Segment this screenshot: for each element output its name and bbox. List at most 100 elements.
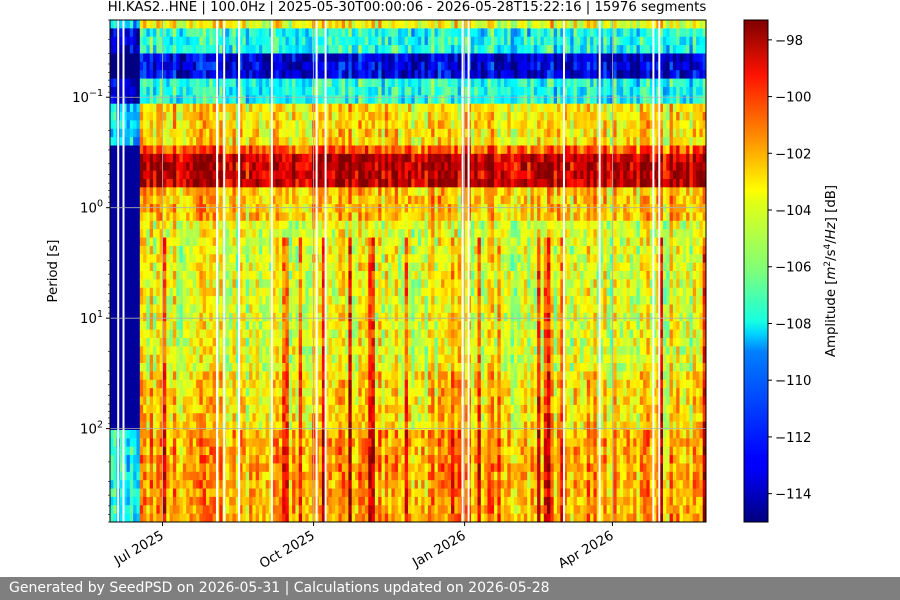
- heatmap-cell: [232, 455, 237, 464]
- heatmap-cell: [110, 70, 114, 79]
- heatmap-cell: [169, 296, 174, 305]
- heatmap-cell: [328, 496, 333, 506]
- heatmap-cell: [136, 178, 141, 188]
- heatmap-cell: [305, 463, 310, 473]
- heatmap-cell: [136, 112, 141, 121]
- heatmap-cell: [255, 112, 260, 121]
- heatmap-cell: [110, 204, 114, 213]
- heatmap-cell: [172, 162, 177, 171]
- heatmap-cell: [239, 346, 243, 356]
- heatmap-cell: [189, 153, 194, 163]
- heatmap-cell: [229, 463, 233, 473]
- heatmap-cell: [331, 170, 336, 180]
- heatmap-cell: [129, 170, 134, 180]
- heatmap-cell: [186, 137, 190, 146]
- heatmap-cell: [129, 488, 134, 498]
- heatmap-cell: [288, 446, 293, 456]
- heatmap-cell: [146, 346, 151, 356]
- heatmap-cell: [285, 103, 290, 113]
- heatmap-cell: [255, 254, 260, 264]
- heatmap-cell: [364, 513, 369, 522]
- heatmap-cell: [239, 371, 243, 381]
- heatmap-cell: [169, 463, 174, 473]
- heatmap-cell: [302, 312, 306, 322]
- heatmap-cell: [172, 421, 177, 431]
- heatmap-cell: [113, 112, 118, 121]
- heatmap-cell: [186, 480, 190, 489]
- heatmap-cell: [179, 396, 184, 406]
- heatmap-cell: [341, 70, 346, 79]
- heatmap-cell: [229, 371, 233, 381]
- heatmap-cell: [110, 95, 114, 105]
- heatmap-cell: [172, 36, 177, 46]
- heatmap-cell: [242, 438, 247, 448]
- heatmap-cell: [255, 279, 260, 289]
- heatmap-cell: [282, 103, 286, 113]
- heatmap-cell: [162, 112, 167, 121]
- heatmap-cell: [245, 312, 250, 322]
- heatmap-cell: [179, 463, 184, 473]
- heatmap-cell: [209, 128, 214, 138]
- heatmap-cell: [272, 103, 276, 113]
- heatmap-cell: [176, 304, 180, 314]
- heatmap-cell: [179, 95, 184, 105]
- heatmap-cell: [182, 396, 187, 406]
- heatmap-cell: [212, 195, 217, 205]
- heatmap-cell: [262, 212, 267, 222]
- heatmap-cell: [331, 178, 336, 188]
- heatmap-cell: [371, 329, 376, 339]
- heatmap-cell: [206, 396, 210, 406]
- heatmap-cell: [358, 287, 363, 297]
- heatmap-cell: [209, 287, 214, 297]
- heatmap-cell: [378, 61, 382, 71]
- heatmap-cell: [338, 379, 343, 389]
- heatmap-cell: [212, 245, 217, 255]
- heatmap-cell: [249, 312, 253, 322]
- heatmap-cell: [325, 195, 329, 205]
- heatmap-cell: [325, 471, 329, 481]
- heatmap-cell: [136, 220, 141, 230]
- heatmap-cell: [381, 195, 386, 205]
- heatmap-cell: [192, 337, 197, 347]
- heatmap-cell: [338, 354, 343, 364]
- heatmap-cell: [355, 212, 359, 222]
- heatmap-cell: [126, 438, 131, 448]
- heatmap-cell: [272, 112, 276, 121]
- heatmap-cell: [119, 212, 124, 222]
- heatmap-cell: [341, 95, 346, 105]
- heatmap-cell: [358, 103, 363, 113]
- heatmap-cell: [232, 396, 237, 406]
- heatmap-cell: [242, 321, 247, 330]
- heatmap-cell: [199, 103, 204, 113]
- heatmap-cell: [166, 354, 170, 364]
- heatmap-cell: [146, 120, 151, 130]
- heatmap-cell: [182, 371, 187, 381]
- heatmap-cell: [146, 446, 151, 456]
- heatmap-cell: [348, 220, 353, 230]
- heatmap-cell: [272, 61, 276, 71]
- heatmap-cell: [139, 36, 144, 46]
- heatmap-cell: [239, 321, 243, 330]
- heatmap-cell: [209, 187, 214, 197]
- heatmap-cell: [355, 137, 359, 146]
- heatmap-cell: [325, 53, 329, 63]
- heatmap-cell: [272, 471, 276, 481]
- heatmap-cell: [172, 271, 177, 280]
- heatmap-cell: [242, 220, 247, 230]
- heatmap-cell: [345, 220, 349, 230]
- heatmap-cell: [192, 346, 197, 356]
- heatmap-cell: [143, 379, 147, 389]
- heatmap-cell: [212, 112, 217, 121]
- heatmap-cell: [368, 379, 372, 389]
- heatmap-cell: [146, 187, 151, 197]
- heatmap-cell: [123, 20, 127, 29]
- heatmap-cell: [361, 271, 366, 280]
- heatmap-cell: [232, 120, 237, 130]
- heatmap-cell: [182, 178, 187, 188]
- heatmap-cell: [229, 212, 233, 222]
- heatmap-cell: [358, 212, 363, 222]
- heatmap-cell: [321, 379, 326, 389]
- heatmap-cell: [295, 304, 300, 314]
- heatmap-cell: [189, 329, 194, 339]
- heatmap-cell: [196, 137, 200, 146]
